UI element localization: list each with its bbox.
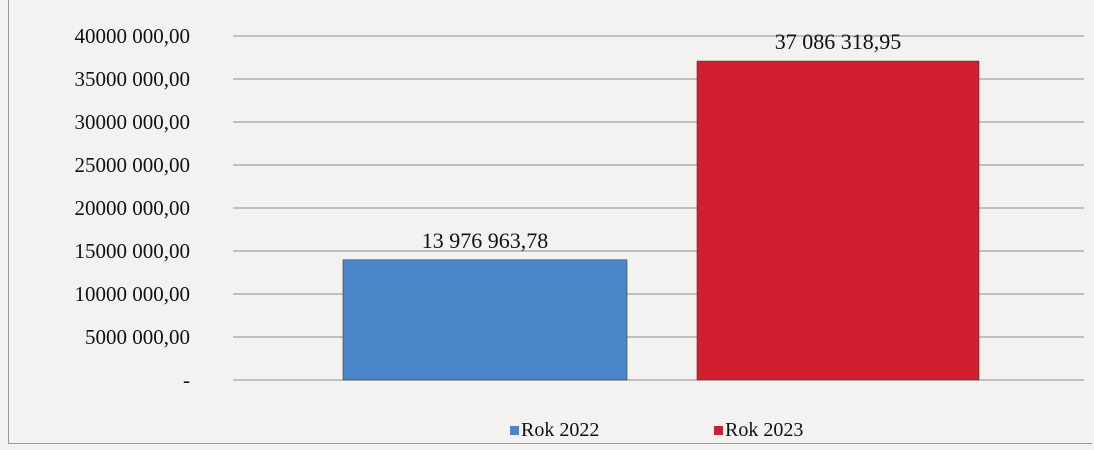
y-tick-label: 20000 000,00 — [75, 196, 191, 220]
legend-swatch — [510, 426, 519, 435]
y-tick-label: 15000 000,00 — [75, 239, 191, 263]
bar — [342, 259, 628, 381]
chart-frame — [8, 0, 1092, 444]
y-tick-label: 10000 000,00 — [75, 282, 191, 306]
legend-label: Rok 2023 — [725, 419, 803, 441]
y-tick-label: 25000 000,00 — [75, 153, 191, 177]
y-tick-label: 5000 000,00 — [85, 325, 190, 349]
y-tick-label: 30000 000,00 — [75, 110, 191, 134]
legend-label: Rok 2022 — [521, 419, 599, 441]
data-label: 37 086 318,95 — [775, 29, 902, 54]
y-tick-label: - — [183, 368, 190, 392]
data-label: 13 976 963,78 — [422, 228, 549, 253]
y-tick-label: 35000 000,00 — [75, 67, 191, 91]
y-tick-label: 40000 000,00 — [75, 24, 191, 48]
legend-swatch — [714, 426, 723, 435]
bar — [696, 60, 980, 381]
